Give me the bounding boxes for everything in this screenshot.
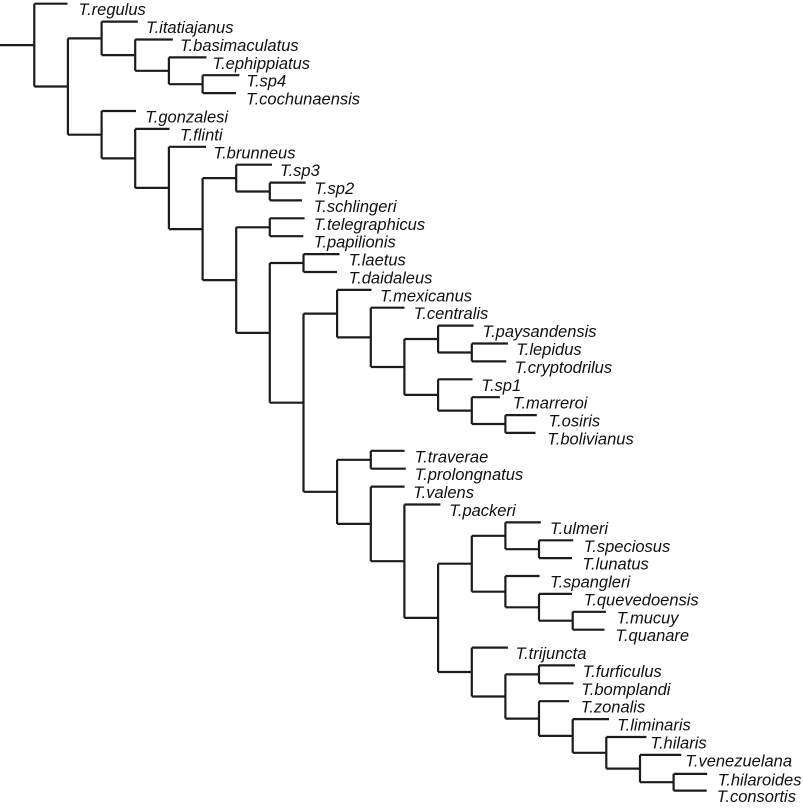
svg-text:T.traverae: T.traverae (415, 448, 489, 466)
svg-text:T.trijuncta: T.trijuncta (516, 645, 587, 663)
svg-text:T.furficulus: T.furficulus (583, 663, 662, 681)
svg-text:T.osiris: T.osiris (549, 413, 601, 431)
svg-text:T.hilaris: T.hilaris (650, 735, 706, 753)
svg-text:T.speciosus: T.speciosus (584, 538, 671, 556)
svg-text:T.basimaculatus: T.basimaculatus (180, 37, 299, 55)
svg-text:T.spangleri: T.spangleri (550, 574, 631, 592)
svg-text:T.regulus: T.regulus (79, 1, 146, 19)
svg-text:T.flinti: T.flinti (180, 126, 224, 144)
svg-text:T.gonzalesi: T.gonzalesi (145, 109, 229, 127)
svg-text:T.quanare: T.quanare (615, 627, 689, 645)
svg-text:T.valens: T.valens (413, 484, 474, 502)
svg-text:T.ulmeri: T.ulmeri (550, 520, 609, 538)
svg-text:T.lunatus: T.lunatus (582, 556, 648, 574)
svg-text:T.liminaris: T.liminaris (617, 717, 691, 735)
svg-text:T.ephippiatus: T.ephippiatus (213, 55, 311, 73)
svg-text:T.prolongnatus: T.prolongnatus (415, 466, 524, 484)
svg-text:T.quevedoensis: T.quevedoensis (584, 591, 699, 609)
svg-text:T.papilionis: T.papilionis (314, 234, 396, 252)
svg-text:T.sp4: T.sp4 (246, 73, 286, 91)
svg-text:T.lepidus: T.lepidus (516, 341, 581, 359)
svg-text:T.centralis: T.centralis (414, 305, 489, 323)
svg-text:T.daidaleus: T.daidaleus (349, 270, 433, 288)
svg-text:T.sp2: T.sp2 (314, 180, 354, 198)
svg-text:T.laetus: T.laetus (349, 252, 406, 270)
svg-text:T.mexicanus: T.mexicanus (380, 287, 472, 305)
svg-text:T.brunneus: T.brunneus (214, 144, 296, 162)
svg-text:T.cryptodrilus: T.cryptodrilus (515, 359, 613, 377)
svg-text:T.cochunaensis: T.cochunaensis (246, 91, 360, 109)
svg-text:T.consortis: T.consortis (717, 788, 796, 806)
svg-text:T.itatiajanus: T.itatiajanus (146, 19, 233, 37)
svg-text:T.zonalis: T.zonalis (581, 699, 646, 717)
svg-text:T.hilaroides: T.hilaroides (718, 771, 802, 789)
svg-text:T.bolivianus: T.bolivianus (547, 430, 634, 448)
svg-text:T.schlingeri: T.schlingeri (314, 198, 398, 216)
svg-text:T.telegraphicus: T.telegraphicus (314, 216, 425, 234)
svg-text:T.sp3: T.sp3 (280, 162, 321, 180)
svg-text:T.marreroi: T.marreroi (513, 395, 589, 413)
svg-text:T.packeri: T.packeri (449, 502, 517, 520)
svg-text:T.paysandensis: T.paysandensis (483, 323, 597, 341)
svg-text:T.mucuy: T.mucuy (617, 609, 680, 627)
svg-text:T.venezuelana: T.venezuelana (685, 752, 792, 770)
svg-text:T.sp1: T.sp1 (481, 377, 521, 395)
svg-text:T.bomplandi: T.bomplandi (581, 681, 672, 699)
